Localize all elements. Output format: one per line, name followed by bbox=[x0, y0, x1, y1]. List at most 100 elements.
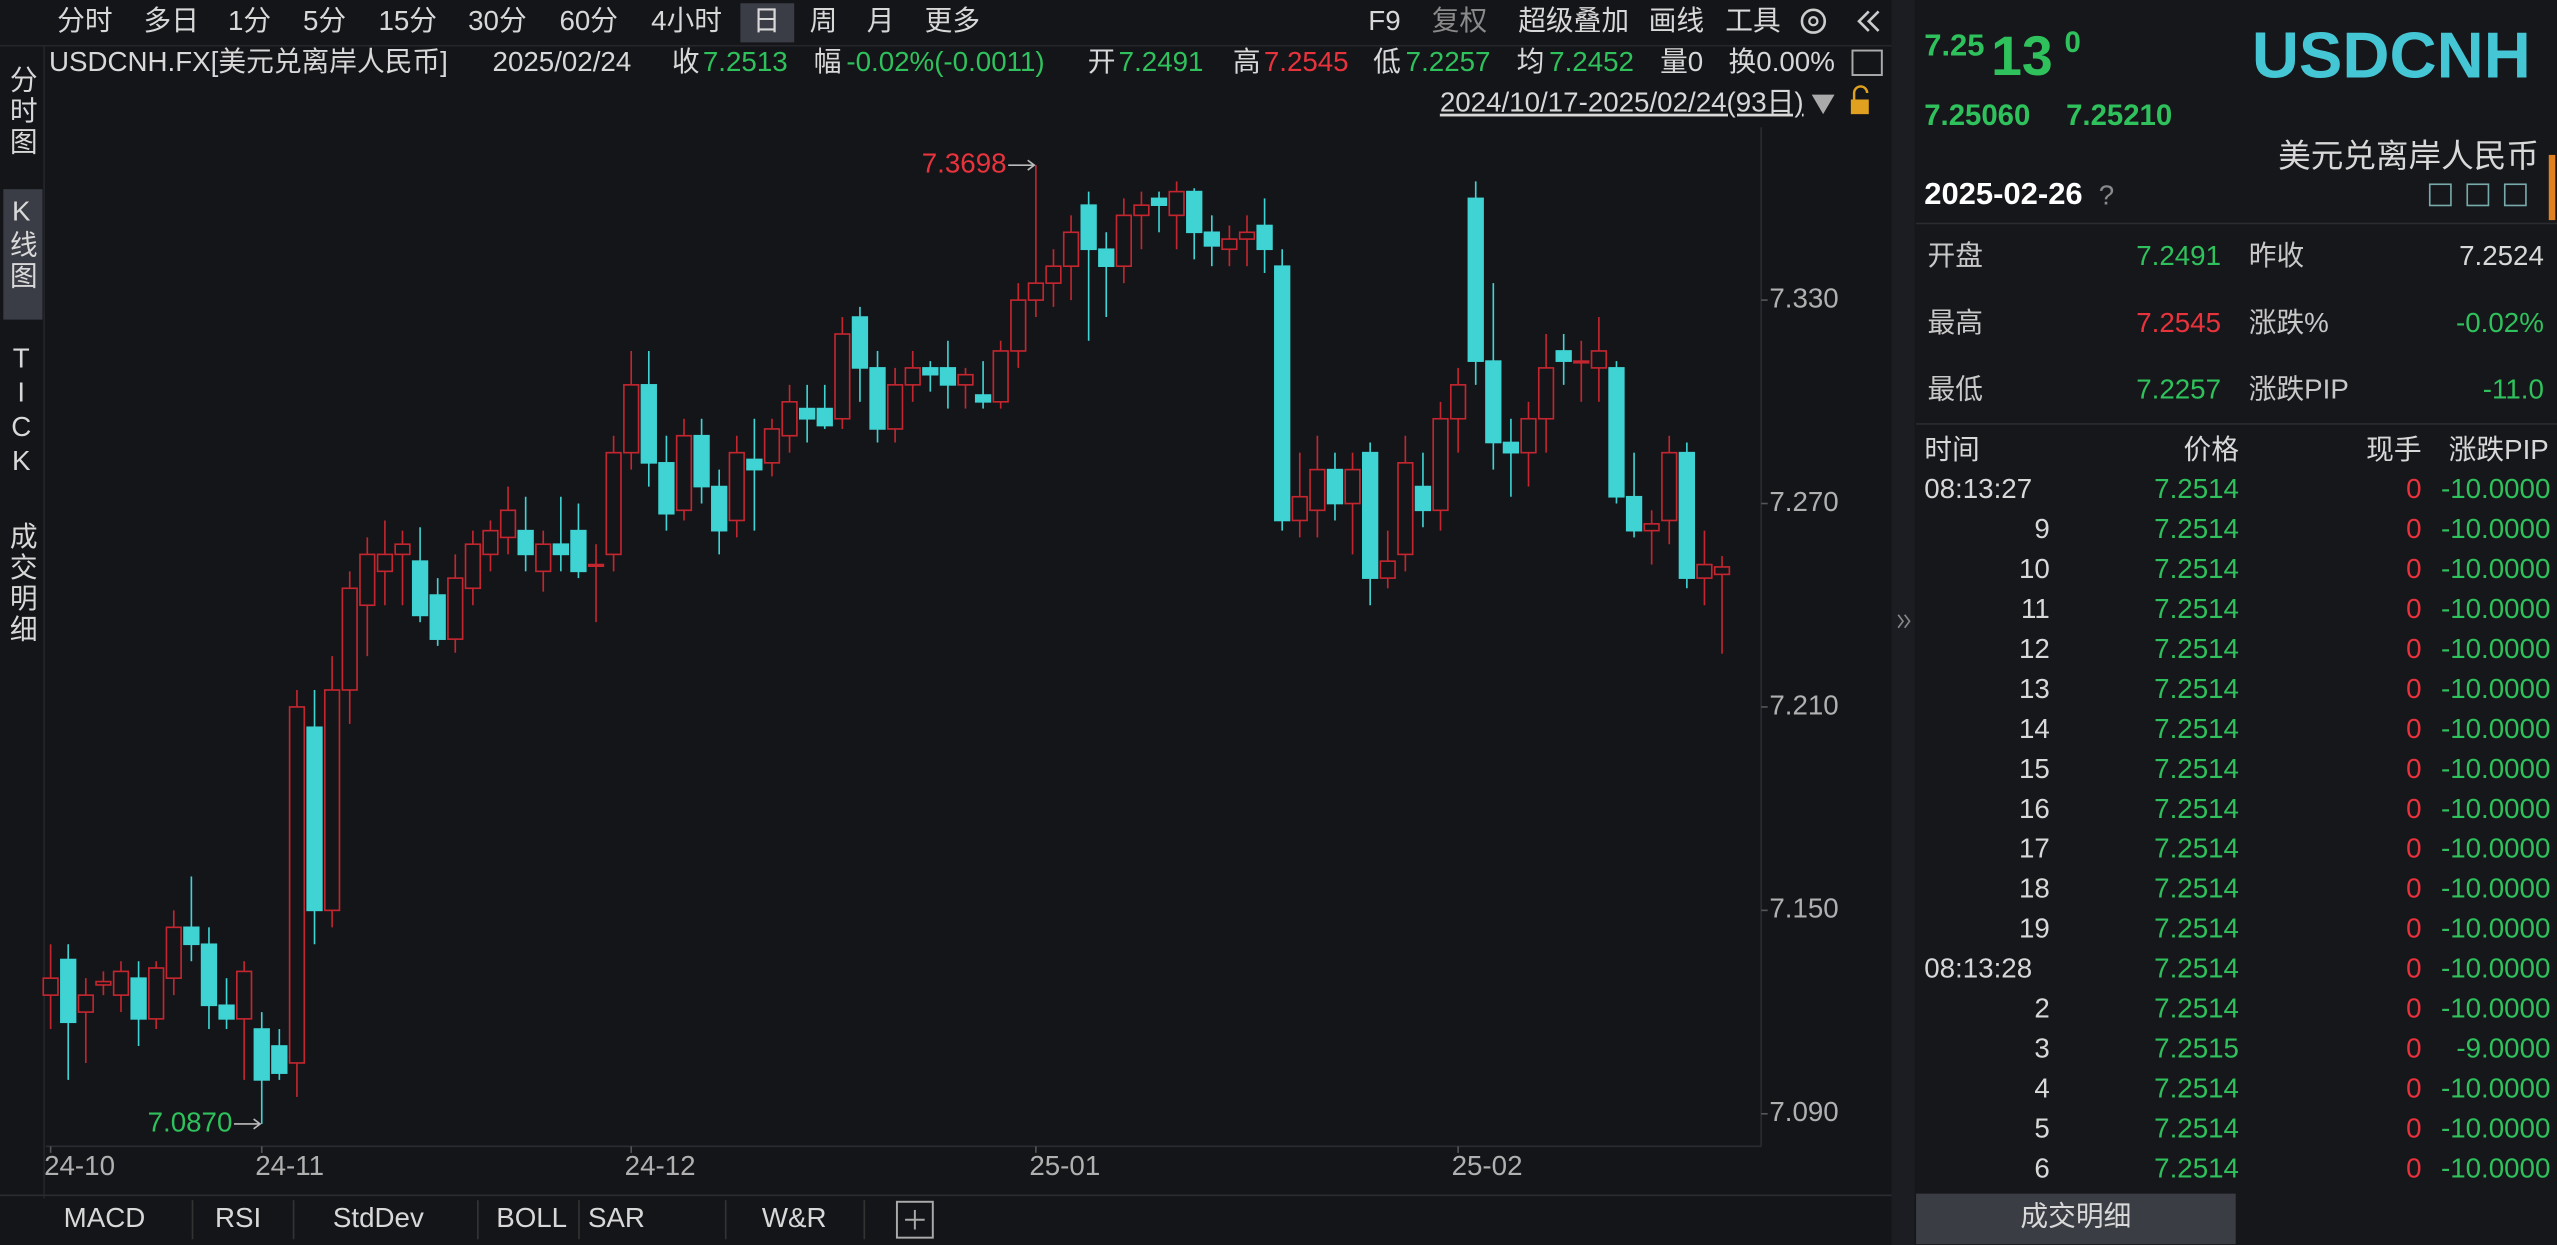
collapse-icon[interactable] bbox=[1904, 614, 1911, 629]
trade-volume: 0 bbox=[2406, 833, 2421, 864]
candle-body bbox=[693, 434, 710, 488]
period-tab[interactable]: 分时 bbox=[57, 5, 112, 36]
side-tab[interactable]: 分时图 bbox=[6, 65, 37, 158]
gear[interactable] bbox=[1800, 8, 1827, 34]
candle-body bbox=[359, 553, 376, 607]
candle-body bbox=[1696, 563, 1713, 579]
candle-body bbox=[1625, 495, 1643, 532]
price-prefix: 7.25 bbox=[1924, 27, 1984, 62]
tool-button[interactable]: F9 bbox=[1368, 5, 1400, 36]
candle-body bbox=[763, 428, 781, 464]
trade-time: 08:13:27 bbox=[1924, 473, 2032, 504]
period-tab[interactable]: 月 bbox=[867, 5, 895, 36]
info-avg-label: 均 bbox=[1517, 46, 1545, 77]
y-tick-label: 7.210 bbox=[1769, 689, 1838, 720]
candle-body bbox=[1643, 523, 1660, 532]
side-tab[interactable]: K线图 bbox=[6, 196, 37, 292]
candle-body bbox=[1098, 248, 1115, 268]
candle-body bbox=[1045, 265, 1062, 284]
trade-price: 7.2514 bbox=[2154, 833, 2239, 864]
candle-body bbox=[1010, 299, 1027, 352]
scrollbar[interactable] bbox=[2548, 154, 2556, 221]
candle-body bbox=[1291, 495, 1308, 522]
period-tab[interactable]: 更多 bbox=[925, 5, 980, 36]
annotation-arrow bbox=[253, 1118, 262, 1130]
alert-icon[interactable] bbox=[2466, 183, 2490, 207]
indicator-tab[interactable]: RSI bbox=[215, 1202, 261, 1233]
candle-body bbox=[1150, 197, 1168, 206]
candle-body bbox=[939, 367, 957, 386]
period-tab[interactable]: 60分 bbox=[559, 5, 618, 36]
candle-body bbox=[1432, 417, 1449, 512]
wp-icon[interactable] bbox=[1851, 49, 1883, 76]
period-tab[interactable]: 4小时 bbox=[651, 5, 722, 36]
field-label: 涨跌PIP bbox=[2249, 374, 2349, 405]
price-main: 13 bbox=[1991, 25, 2053, 87]
edit-icon[interactable] bbox=[2428, 183, 2452, 207]
settings-icon[interactable] bbox=[1800, 8, 1827, 34]
gear-hub[interactable] bbox=[1808, 15, 1819, 27]
candle-body bbox=[1080, 204, 1097, 251]
trade-price: 7.2514 bbox=[2154, 673, 2239, 704]
candle-body bbox=[447, 577, 464, 640]
candle-body bbox=[1467, 197, 1484, 362]
footer-tab[interactable]: 成交明细 bbox=[2020, 1200, 2131, 1231]
period-tab[interactable]: 1分 bbox=[228, 5, 271, 36]
candle-body bbox=[218, 1004, 235, 1020]
trade-price: 7.2514 bbox=[2154, 1152, 2239, 1183]
candle-body bbox=[834, 333, 851, 420]
candle-body bbox=[1221, 238, 1238, 251]
candle-body bbox=[552, 543, 569, 556]
candle-body bbox=[675, 434, 693, 512]
tool-button[interactable]: 画线 bbox=[1649, 5, 1704, 36]
trade-volume: 0 bbox=[2406, 873, 2421, 904]
collapse-icon[interactable] bbox=[1866, 10, 1880, 32]
trade-price: 7.2514 bbox=[2154, 553, 2239, 584]
indicator-tab[interactable]: W&R bbox=[762, 1202, 827, 1233]
tool-button[interactable]: 工具 bbox=[1725, 5, 1780, 36]
field-value: 7.2257 bbox=[2136, 374, 2221, 405]
period-tab[interactable]: 5分 bbox=[303, 5, 346, 36]
candle-body bbox=[640, 384, 657, 464]
x-tick-label: 24-11 bbox=[255, 1150, 324, 1181]
candle-body bbox=[816, 407, 833, 427]
period-tab[interactable]: 15分 bbox=[378, 5, 437, 36]
help-icon[interactable]: ? bbox=[2099, 180, 2114, 211]
candle-body bbox=[411, 560, 429, 617]
lock-icon[interactable] bbox=[1850, 99, 1869, 115]
period-tab[interactable]: 日 bbox=[753, 5, 781, 36]
candle-body bbox=[288, 706, 306, 1064]
info-volume: 量0 bbox=[1660, 46, 1703, 77]
indicator-tab[interactable]: SAR bbox=[588, 1202, 645, 1233]
collapse-icon[interactable] bbox=[1897, 614, 1905, 629]
x-tick-label: 25-02 bbox=[1452, 1150, 1523, 1181]
date-range[interactable]: 2024/10/17-2025/02/24(93日) bbox=[1440, 87, 1804, 118]
indicator-tab[interactable]: MACD bbox=[64, 1202, 146, 1233]
add-icon[interactable] bbox=[2503, 183, 2527, 207]
tool-button[interactable]: 复权 bbox=[1432, 5, 1487, 36]
side-tab[interactable]: 成交明细 bbox=[6, 522, 38, 646]
candle-body bbox=[42, 977, 59, 996]
indicator-tab[interactable]: BOLL bbox=[496, 1202, 567, 1233]
trade-price: 7.2514 bbox=[2154, 1072, 2239, 1103]
candle-body bbox=[1238, 231, 1256, 240]
footer-tab-bg[interactable] bbox=[1916, 1193, 2236, 1245]
period-tab[interactable]: 30分 bbox=[468, 5, 527, 36]
y-tick-label: 7.270 bbox=[1769, 486, 1838, 517]
field-value: 7.2545 bbox=[2136, 307, 2221, 338]
indicator-tab[interactable]: StdDev bbox=[333, 1202, 424, 1233]
lock-icon[interactable] bbox=[1852, 85, 1869, 100]
candle-body bbox=[623, 384, 640, 454]
trade-time: 18 bbox=[2019, 873, 2050, 904]
candle-body bbox=[1502, 441, 1520, 454]
add-indicator[interactable] bbox=[895, 1200, 934, 1239]
period-tab[interactable]: 周 bbox=[810, 5, 838, 36]
side-tab[interactable]: TICK bbox=[6, 342, 37, 479]
dropdown-arrow[interactable] bbox=[1811, 94, 1835, 115]
candle-body bbox=[1027, 282, 1045, 301]
period-tab[interactable]: 多日 bbox=[144, 5, 199, 36]
tool-button[interactable]: 超级叠加 bbox=[1518, 5, 1629, 36]
trade-volume: 0 bbox=[2406, 1072, 2421, 1103]
collapse-icon[interactable] bbox=[1857, 10, 1870, 32]
